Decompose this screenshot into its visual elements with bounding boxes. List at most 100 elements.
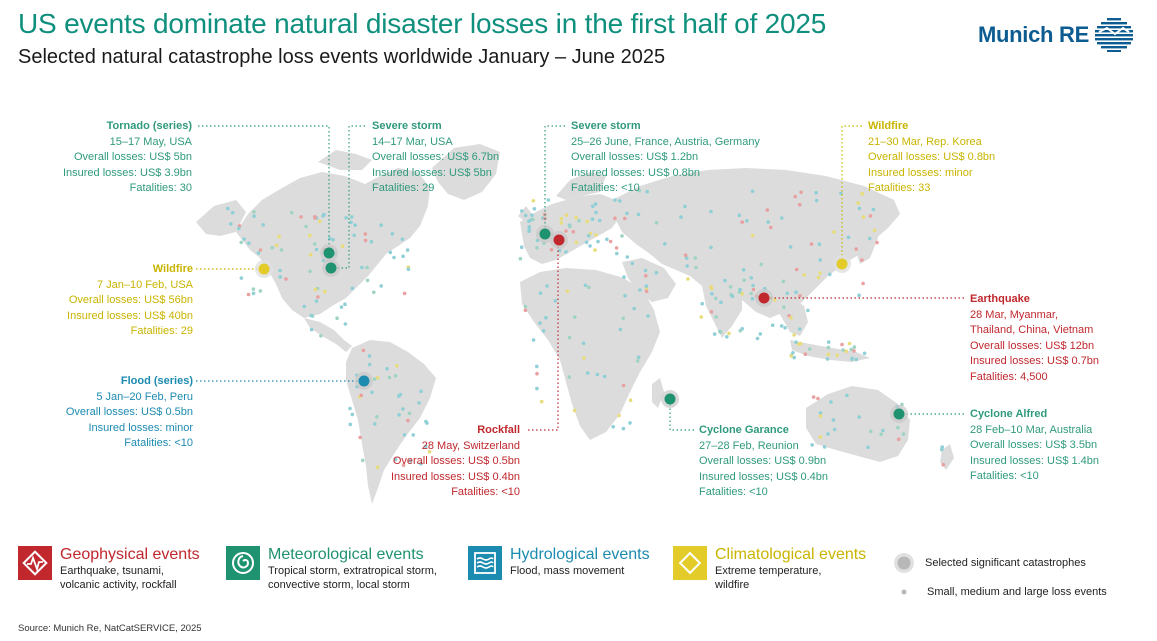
event-wildfire-usa: Wildfire 7 Jan–10 Feb, USA Overall losse… <box>67 262 193 340</box>
loss-event-dot <box>258 248 263 252</box>
loss-event-dot <box>239 240 243 245</box>
marker-storm-europe <box>536 225 554 243</box>
event-insured: Insured losses: US$ 0.8bn <box>571 166 701 179</box>
earthquake-icon <box>18 546 52 580</box>
loss-event-dot <box>868 429 873 434</box>
loss-event-dot <box>832 427 837 432</box>
loss-event-dot <box>423 444 428 449</box>
loss-event-dot <box>531 217 535 222</box>
loss-event-dot <box>621 426 626 431</box>
loss-event-dot <box>373 422 377 426</box>
loss-event-dot <box>841 348 845 352</box>
loss-event-dot <box>614 246 619 250</box>
loss-event-dot <box>856 201 860 205</box>
loss-event-dot <box>818 414 823 418</box>
marker-wildfire-usa <box>255 260 273 278</box>
leader-cyclone-garance <box>669 399 694 431</box>
loss-event-dot <box>710 291 714 296</box>
loss-event-dot <box>586 233 591 238</box>
loss-event-dot <box>623 216 627 221</box>
loss-event-dot <box>745 219 749 223</box>
loss-event-dot <box>419 462 423 466</box>
loss-event-dot <box>750 189 755 194</box>
loss-event-dot <box>709 245 713 250</box>
loss-event-dot <box>359 393 364 398</box>
event-overall: Overall losses: US$ 3.5bn <box>970 439 1098 451</box>
loss-event-dot <box>553 299 558 303</box>
loss-event-dot <box>401 254 405 259</box>
loss-event-dot <box>798 294 802 298</box>
loss-event-dot <box>397 413 401 417</box>
loss-event-dot <box>535 386 539 391</box>
loss-event-dot <box>372 377 377 381</box>
legend-desc: wildfire <box>715 579 750 591</box>
loss-event-dot <box>872 228 877 233</box>
loss-event-dot <box>251 287 256 291</box>
loss-event-dot <box>230 210 235 215</box>
loss-event-dot <box>559 221 564 225</box>
loss-event-dot <box>593 248 597 252</box>
leader-lines <box>196 125 964 431</box>
loss-event-dot <box>727 331 731 336</box>
loss-event-dot <box>810 443 814 447</box>
loss-event-dot <box>714 296 718 301</box>
event-insured: Insured losses: US$ 40bn <box>67 309 193 322</box>
loss-event-dot <box>518 256 523 261</box>
loss-event-dot <box>794 290 798 295</box>
event-overall: Overall losses: US$ 5bn <box>74 151 192 163</box>
loss-event-dot <box>712 332 717 336</box>
loss-event-dot <box>852 345 857 349</box>
loss-event-dot <box>782 305 786 310</box>
loss-event-dot <box>343 322 348 326</box>
loss-event-dot <box>239 276 244 280</box>
loss-event-dot <box>637 188 642 193</box>
event-fatalities: Fatalities: <10 <box>699 486 768 498</box>
loss-event-dot <box>718 330 723 334</box>
loss-event-dot <box>826 432 830 436</box>
event-title: Earthquake <box>970 293 1030 305</box>
event-overall: Overall losses: US$ 0.5bn <box>65 406 193 418</box>
loss-event-dot <box>623 294 627 298</box>
loss-event-dot <box>583 283 588 288</box>
loss-event-dot <box>879 432 883 437</box>
leader-storm-usa <box>332 125 365 269</box>
event-title: Rockfall <box>477 424 520 436</box>
loss-event-dot <box>261 223 266 227</box>
loss-event-dot <box>700 301 704 306</box>
event-title: Wildfire <box>152 263 193 275</box>
loss-event-dot <box>278 268 282 273</box>
loss-event-dot <box>564 213 569 217</box>
legend-desc: Flood, mass movement <box>510 565 625 577</box>
loss-event-dot <box>530 213 534 217</box>
loss-event-dot <box>591 204 595 208</box>
loss-event-dot <box>636 212 641 217</box>
loss-event-dot <box>766 220 770 224</box>
greenland-land <box>432 144 500 200</box>
event-date: 25–26 June, France, Austria, Germany <box>571 135 760 148</box>
legend-title: Geophysical events <box>60 546 200 563</box>
loss-event-dot <box>277 234 282 239</box>
event-insured: Insured losses: minor <box>868 166 973 179</box>
loss-event-dot <box>317 219 322 224</box>
loss-event-dot <box>313 215 317 219</box>
loss-event-dot <box>539 399 544 404</box>
small-grey-dot-icon <box>901 589 907 595</box>
loss-event-dot <box>765 208 770 212</box>
loss-event-dot <box>385 367 389 371</box>
loss-event-dot <box>352 233 357 238</box>
legend-selected-catastrophes: Selected significant catastrophes <box>893 552 1086 574</box>
loss-event-dot <box>309 313 314 318</box>
loss-event-dot <box>829 400 833 404</box>
marker-wildfire-korea <box>833 255 851 273</box>
event-insured: Insured losses; US$ 0.4bn <box>699 470 829 483</box>
loss-event-dot <box>308 233 312 238</box>
loss-event-dot <box>799 190 803 195</box>
loss-event-dot <box>593 202 598 206</box>
leader-storm-europe <box>544 125 565 230</box>
loss-event-dot <box>645 189 649 194</box>
legend-title: Hydrological events <box>510 546 650 563</box>
loss-event-dot <box>818 435 823 439</box>
loss-event-dot <box>588 244 592 248</box>
loss-event-dot <box>817 242 822 246</box>
marker-earthquake <box>755 289 773 307</box>
